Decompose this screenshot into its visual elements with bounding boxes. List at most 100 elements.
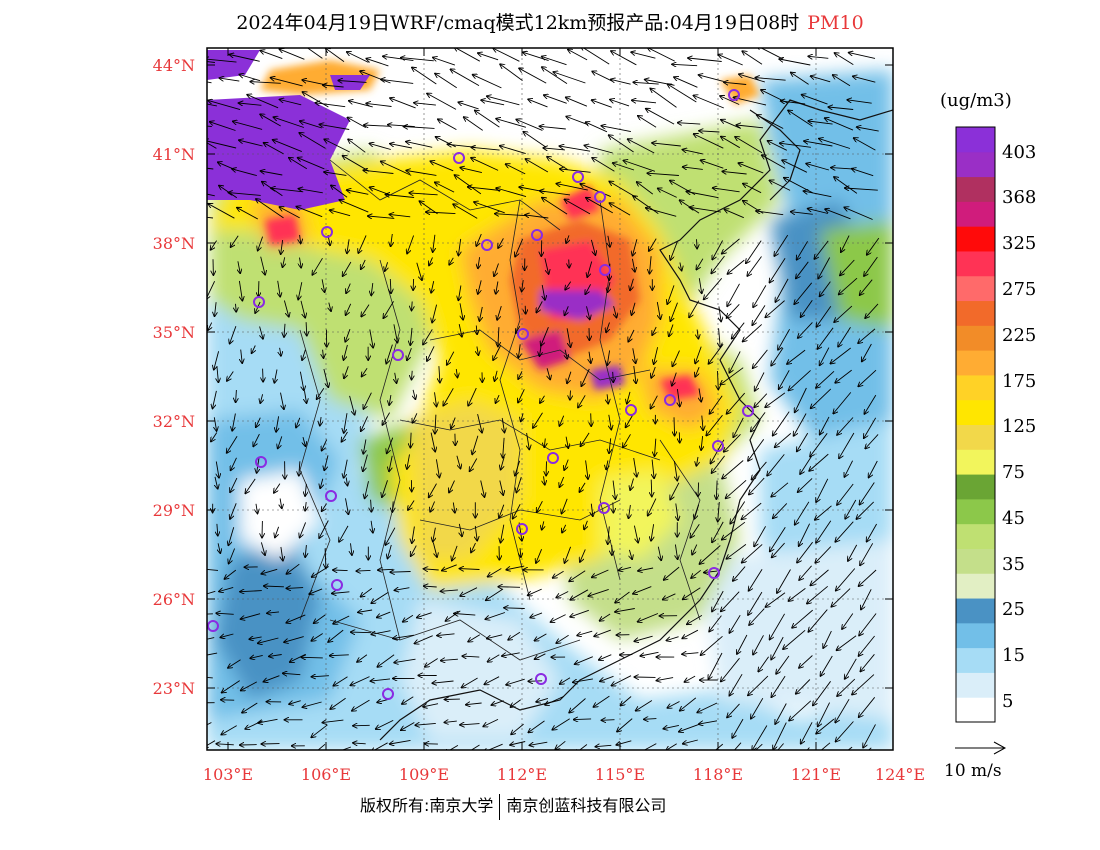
station-marker: [531, 229, 543, 241]
wind-arrow: [377, 654, 395, 667]
wind-arrow: [414, 103, 436, 105]
wind-arrow: [237, 208, 259, 220]
wind-arrow: [437, 634, 455, 636]
wind-arrow: [581, 368, 590, 386]
wind-arrow: [592, 100, 612, 108]
wind-arrow: [382, 480, 388, 497]
wind-arrow: [647, 173, 679, 175]
wind-arrow: [250, 655, 263, 658]
colorbar-swatch: [956, 325, 995, 351]
wind-arrow: [515, 238, 524, 257]
wind-arrow: [225, 569, 237, 579]
wind-arrow: [670, 241, 678, 260]
wind-arrow: [633, 239, 638, 255]
wind-arrow: [528, 588, 542, 595]
wind-arrow: [530, 612, 543, 618]
wind-arrow: [501, 524, 505, 543]
wind-arrow: [610, 100, 630, 107]
wind-arrow: [207, 103, 217, 107]
wind-arrow: [852, 169, 874, 177]
wind-arrow: [390, 214, 411, 216]
wind-arrow: [585, 145, 613, 154]
wind-arrow: [391, 233, 393, 246]
wind-arrow: [638, 568, 654, 571]
wind-arrow: [608, 235, 610, 247]
wind-arrow: [210, 122, 236, 131]
wind-arrow: [346, 303, 352, 315]
wind-arrow: [504, 608, 525, 609]
lon-label: 115°E: [595, 765, 645, 784]
wind-arrow: [208, 204, 235, 219]
wind-arrow: [406, 171, 437, 176]
wind-arrow: [570, 589, 589, 600]
wind-arrow: [547, 368, 550, 379]
wind-arrow: [218, 543, 220, 553]
wind-arrow: [591, 503, 593, 517]
wind-arrow: [589, 351, 591, 363]
wind-arrow: [468, 634, 481, 642]
wind-arrow: [207, 676, 213, 679]
wind-arrow: [515, 460, 521, 476]
wind-arrow: [299, 371, 304, 391]
wind-arrow: [648, 498, 657, 516]
wind-arrow: [724, 433, 741, 452]
wind-arrow: [770, 527, 786, 551]
wind-arrow: [646, 109, 675, 125]
wind-arrow: [439, 366, 440, 382]
wind-arrow: [569, 570, 586, 582]
station-marker: [321, 226, 333, 238]
wind-arrow: [574, 719, 592, 720]
wind-arrow: [697, 702, 718, 712]
wind-arrow: [621, 696, 632, 706]
wind-arrow: [553, 570, 564, 578]
colorbar-swatch: [956, 151, 995, 178]
wind-arrow: [412, 370, 413, 380]
wind-arrow: [424, 586, 437, 587]
wind-arrow: [238, 261, 240, 273]
wind-arrow: [721, 657, 740, 681]
wind-arrow: [816, 478, 829, 502]
wind-arrow: [821, 655, 833, 676]
wind-arrow: [611, 51, 637, 66]
wind-arrow: [207, 652, 218, 656]
wind-arrow: [331, 185, 348, 198]
colorbar-swatch: [956, 127, 995, 153]
wind-arrow: [791, 73, 809, 85]
wind-arrow: [353, 725, 370, 726]
wind-arrow: [386, 344, 393, 364]
wind-arrow: [773, 722, 787, 750]
wind-arrow: [560, 169, 591, 173]
wind-arrow: [801, 299, 813, 317]
wind-arrow: [425, 658, 438, 667]
wind-arrow: [699, 131, 720, 132]
wind-arrow: [535, 633, 547, 641]
wind-arrow: [511, 699, 521, 707]
wind-arrow: [401, 722, 415, 731]
wind-arrow: [258, 236, 264, 251]
wind-arrow: [699, 388, 701, 402]
wind-arrow: [712, 590, 724, 611]
colorbar-frame: [955, 126, 996, 723]
wind-arrow: [842, 613, 854, 630]
wind-arrow: [540, 395, 545, 403]
wind-arrow: [794, 413, 807, 436]
wind-arrow: [682, 629, 699, 638]
wind-arrow: [748, 591, 763, 615]
wind-arrow: [799, 523, 811, 546]
wind-arrow: [516, 476, 522, 492]
wind-arrow: [771, 482, 789, 497]
wind-arrow: [498, 327, 499, 346]
wind-arrow: [458, 285, 461, 301]
wind-arrow: [324, 139, 350, 153]
wind-arrow: [441, 659, 458, 660]
wind-arrow: [231, 235, 239, 247]
wind-arrow: [233, 121, 263, 130]
wind-arrow: [679, 723, 699, 731]
wind-arrow: [302, 657, 323, 658]
wind-arrow: [742, 544, 763, 562]
wind-arrow: [219, 586, 234, 591]
wind-arrow: [573, 678, 593, 682]
wind-arrow: [326, 48, 345, 62]
wind-arrow: [371, 283, 373, 295]
wind-arrow: [834, 305, 853, 322]
